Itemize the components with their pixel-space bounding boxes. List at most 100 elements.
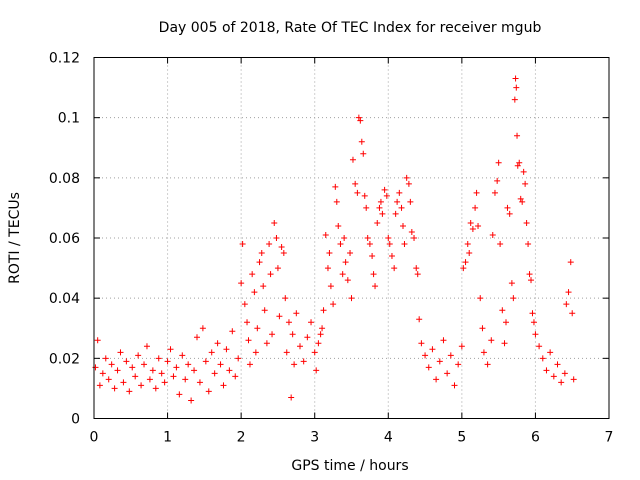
data-point xyxy=(258,250,265,257)
data-point xyxy=(347,250,354,257)
data-point xyxy=(357,117,364,124)
data-point xyxy=(348,295,355,302)
data-point xyxy=(261,307,268,314)
data-point xyxy=(391,265,398,272)
y-tick-label: 0.08 xyxy=(49,171,80,187)
y-tick-label: 0.12 xyxy=(49,51,80,67)
data-point xyxy=(226,367,233,374)
data-point xyxy=(155,355,162,362)
data-point xyxy=(164,358,171,365)
data-point xyxy=(436,358,443,365)
data-point xyxy=(311,349,318,356)
data-point xyxy=(403,174,410,181)
data-point xyxy=(300,358,307,365)
data-point xyxy=(158,370,165,377)
data-point xyxy=(503,319,509,326)
data-point xyxy=(251,289,258,296)
data-point xyxy=(451,382,458,389)
data-point xyxy=(413,265,420,272)
data-point xyxy=(120,379,127,386)
data-point xyxy=(547,349,554,356)
data-point xyxy=(283,349,290,356)
data-point xyxy=(506,210,513,217)
data-point xyxy=(458,343,465,350)
data-point xyxy=(344,277,351,284)
data-point xyxy=(297,343,303,350)
data-point xyxy=(504,204,511,211)
data-point xyxy=(364,235,371,241)
data-point xyxy=(179,352,186,359)
data-point xyxy=(369,253,376,260)
data-point xyxy=(405,180,412,187)
data-point xyxy=(217,361,224,368)
data-point xyxy=(322,231,329,238)
data-point xyxy=(473,189,480,196)
data-point xyxy=(342,259,349,266)
data-point xyxy=(317,331,324,338)
data-point xyxy=(176,391,183,398)
data-point xyxy=(398,204,405,211)
data-point xyxy=(185,361,192,368)
data-point xyxy=(245,337,252,344)
x-tick-label: 0 xyxy=(90,430,99,446)
data-point xyxy=(381,186,388,193)
data-point xyxy=(539,355,546,362)
data-point xyxy=(425,364,432,371)
data-point xyxy=(570,376,577,383)
data-point xyxy=(550,373,557,380)
data-point xyxy=(501,340,508,347)
x-tick-label: 7 xyxy=(605,430,614,446)
chart-title: Day 005 of 2018, Rate Of TEC Index for r… xyxy=(159,20,542,36)
data-point xyxy=(354,189,361,196)
data-point xyxy=(282,295,289,302)
data-point xyxy=(114,367,121,374)
data-point xyxy=(429,346,436,353)
data-point xyxy=(467,219,474,226)
data-point xyxy=(569,310,576,317)
data-point xyxy=(152,385,159,392)
data-point xyxy=(462,259,469,266)
data-point xyxy=(333,198,340,205)
data-point xyxy=(558,379,565,386)
data-point xyxy=(513,84,520,91)
data-point xyxy=(477,295,484,302)
data-point xyxy=(401,241,408,248)
data-point xyxy=(416,316,423,323)
data-point xyxy=(407,198,414,205)
data-point xyxy=(263,340,270,347)
data-point xyxy=(92,364,99,371)
data-point xyxy=(271,219,278,226)
x-tick-label: 6 xyxy=(531,430,540,446)
y-tick-label: 0 xyxy=(71,412,80,428)
data-point xyxy=(267,271,274,278)
data-point xyxy=(497,241,504,248)
data-points xyxy=(92,75,577,404)
data-point xyxy=(394,198,401,205)
data-point xyxy=(239,241,246,248)
y-tick-labels: 0 0.02 0.04 0.06 0.08 0.1 0.12 xyxy=(49,51,80,428)
data-point xyxy=(320,307,327,314)
plot-frame xyxy=(93,57,610,419)
data-point xyxy=(173,364,180,371)
data-point xyxy=(411,235,418,241)
data-point xyxy=(94,337,101,344)
data-point xyxy=(414,271,421,278)
data-point xyxy=(522,180,529,187)
data-point xyxy=(315,340,322,347)
data-point xyxy=(332,183,339,190)
data-point xyxy=(563,301,570,308)
data-point xyxy=(308,319,315,326)
data-point xyxy=(460,265,467,272)
data-point xyxy=(523,219,530,226)
data-point xyxy=(565,289,572,296)
data-point xyxy=(360,150,367,157)
data-point xyxy=(519,198,526,205)
data-point xyxy=(433,376,440,383)
x-axis-title: GPS time / hours xyxy=(291,458,408,474)
data-point xyxy=(199,325,206,332)
data-point xyxy=(526,271,533,278)
data-point xyxy=(400,222,406,229)
data-point xyxy=(383,192,390,199)
data-point xyxy=(516,159,523,166)
data-point xyxy=(361,192,368,199)
